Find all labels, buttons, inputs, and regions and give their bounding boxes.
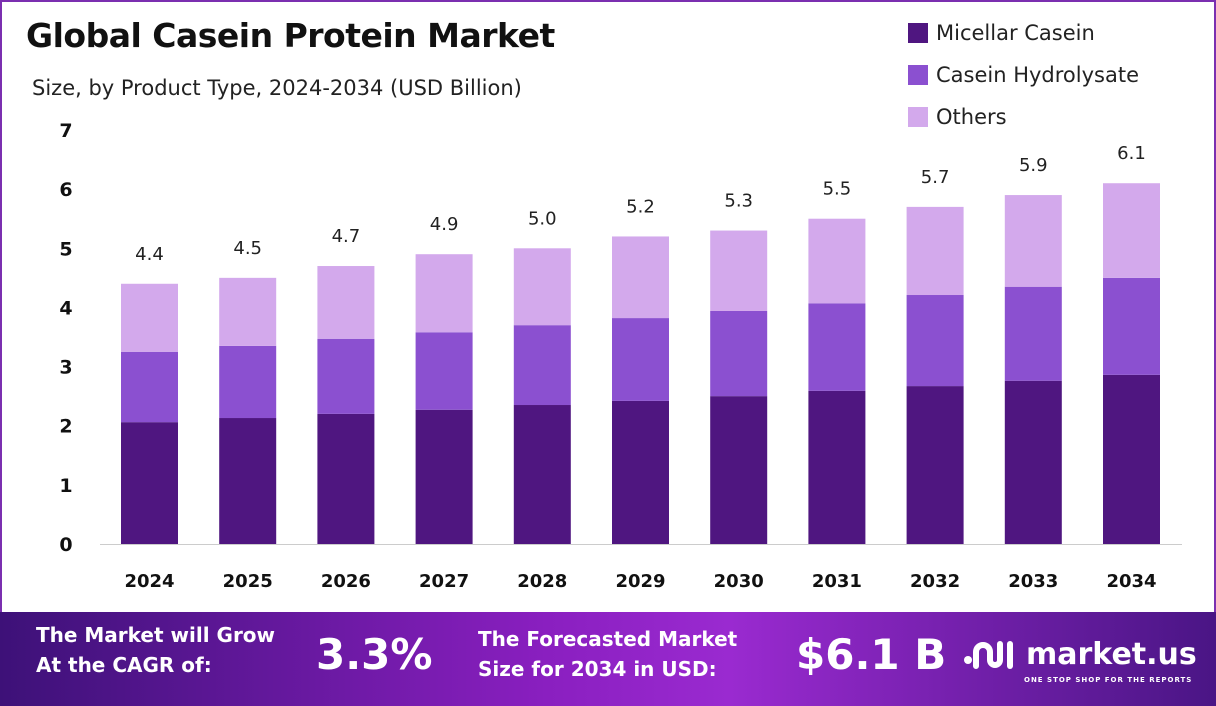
data-label: 6.1: [1117, 143, 1146, 164]
bar-segment: [121, 283, 178, 352]
bar-segment: [710, 396, 768, 544]
legend-swatch: [908, 107, 928, 127]
x-tick-label: 2029: [615, 571, 665, 592]
bar-segment: [1103, 374, 1160, 544]
cagr-value: 3.3%: [316, 630, 433, 679]
y-tick-label: 3: [59, 357, 72, 379]
forecast-value: $6.1 B: [796, 630, 947, 679]
cagr-label-line: At the CAGR of:: [36, 653, 212, 677]
bar-segment: [317, 266, 375, 339]
bar-segment: [710, 230, 768, 311]
y-tick-label: 0: [59, 534, 72, 556]
bar-segment: [906, 206, 964, 296]
x-tick-label: 2033: [1008, 571, 1058, 592]
bar-chart: 0 1 2 3 4 5 6 7 4.4 2024 4.5 2025 4.7 2026 4.9 2027 5.0 2…: [59, 120, 1182, 592]
bar-segment: [317, 413, 375, 544]
forecast-label-line: The Forecasted Market: [478, 627, 738, 651]
bar-segment: [612, 236, 669, 319]
legend: Micellar Casein Casein Hydrolysate Other…: [908, 12, 1139, 138]
bar-segment: [317, 338, 375, 414]
chart-subtitle: Size, by Product Type, 2024-2034 (USD Bi…: [32, 76, 522, 100]
bar-segment: [513, 405, 571, 544]
cagr-label-line: The Market will Grow: [36, 623, 276, 647]
data-label: 5.9: [1019, 155, 1048, 176]
market-us-logo: market.us ONE STOP SHOP FOR THE REPORTS: [962, 636, 1197, 684]
cagr-label: The Market will Grow At the CAGR of:: [36, 620, 275, 680]
data-label: 5.0: [528, 208, 557, 229]
bar-segment: [808, 218, 866, 304]
bar-segment: [612, 318, 669, 401]
bar-segment: [1004, 195, 1062, 287]
x-tick-label: 2024: [124, 571, 174, 592]
data-label: 5.2: [626, 196, 655, 217]
bar-segment: [808, 303, 866, 391]
data-label: 5.5: [823, 179, 852, 200]
bar-segment: [906, 295, 964, 387]
chart-title: Global Casein Protein Market: [26, 16, 555, 55]
bar-segment: [219, 277, 277, 346]
bar-segment: [1103, 183, 1160, 278]
bar-segment: [513, 325, 571, 406]
legend-swatch: [908, 23, 928, 43]
y-tick-label: 4: [59, 297, 72, 319]
bar-segment: [1103, 277, 1160, 375]
y-tick-label: 7: [59, 120, 72, 142]
legend-item-hydrolysate: Casein Hydrolysate: [908, 54, 1139, 96]
x-tick-label: 2034: [1106, 571, 1156, 592]
x-tick-label: 2026: [321, 571, 371, 592]
brand-name: market.us: [1026, 636, 1197, 672]
bar-segment: [415, 409, 473, 544]
forecast-label-line: Size for 2034 in USD:: [478, 657, 717, 681]
legend-label: Others: [936, 105, 1007, 129]
bar-segment: [415, 332, 473, 410]
data-label: 4.4: [135, 244, 164, 265]
y-tick-label: 1: [59, 475, 72, 497]
bar-segment: [219, 345, 277, 419]
data-label: 4.7: [332, 226, 361, 247]
bar-segment: [513, 248, 571, 326]
bar-segment: [415, 254, 473, 333]
legend-label: Micellar Casein: [936, 21, 1095, 45]
bar-segment: [219, 418, 277, 544]
y-tick-label: 6: [59, 179, 72, 201]
y-tick-label: 5: [59, 238, 72, 260]
legend-item-others: Others: [908, 96, 1139, 138]
bar-segment: [1004, 286, 1062, 381]
x-tick-label: 2032: [910, 571, 960, 592]
data-label: 5.3: [724, 191, 753, 212]
chart-frame: [0, 0, 1216, 612]
forecast-label: The Forecasted Market Size for 2034 in US…: [478, 624, 737, 684]
data-label: 4.9: [430, 214, 459, 235]
x-tick-label: 2030: [714, 571, 764, 592]
bar-segment: [1004, 380, 1062, 544]
legend-swatch: [908, 65, 928, 85]
logo-mark-icon: [964, 641, 1013, 669]
data-label: 5.7: [921, 167, 950, 188]
footer-banner: The Market will Grow At the CAGR of: 3.3%…: [0, 612, 1216, 706]
x-tick-label: 2028: [517, 571, 567, 592]
legend-item-micellar: Micellar Casein: [908, 12, 1139, 54]
bar-segment: [808, 390, 866, 544]
y-tick-label: 2: [59, 416, 72, 438]
legend-label: Casein Hydrolysate: [936, 63, 1140, 87]
x-tick-label: 2027: [419, 571, 469, 592]
bar-segment: [121, 351, 178, 423]
x-tick-label: 2031: [812, 571, 862, 592]
bar-segment: [612, 400, 669, 544]
bar-segment: [710, 310, 768, 397]
bar-segment: [121, 422, 178, 544]
data-label: 4.5: [233, 238, 262, 259]
brand-tagline: ONE STOP SHOP FOR THE REPORTS: [1024, 676, 1193, 684]
bar-segment: [906, 386, 964, 544]
x-tick-label: 2025: [223, 571, 273, 592]
